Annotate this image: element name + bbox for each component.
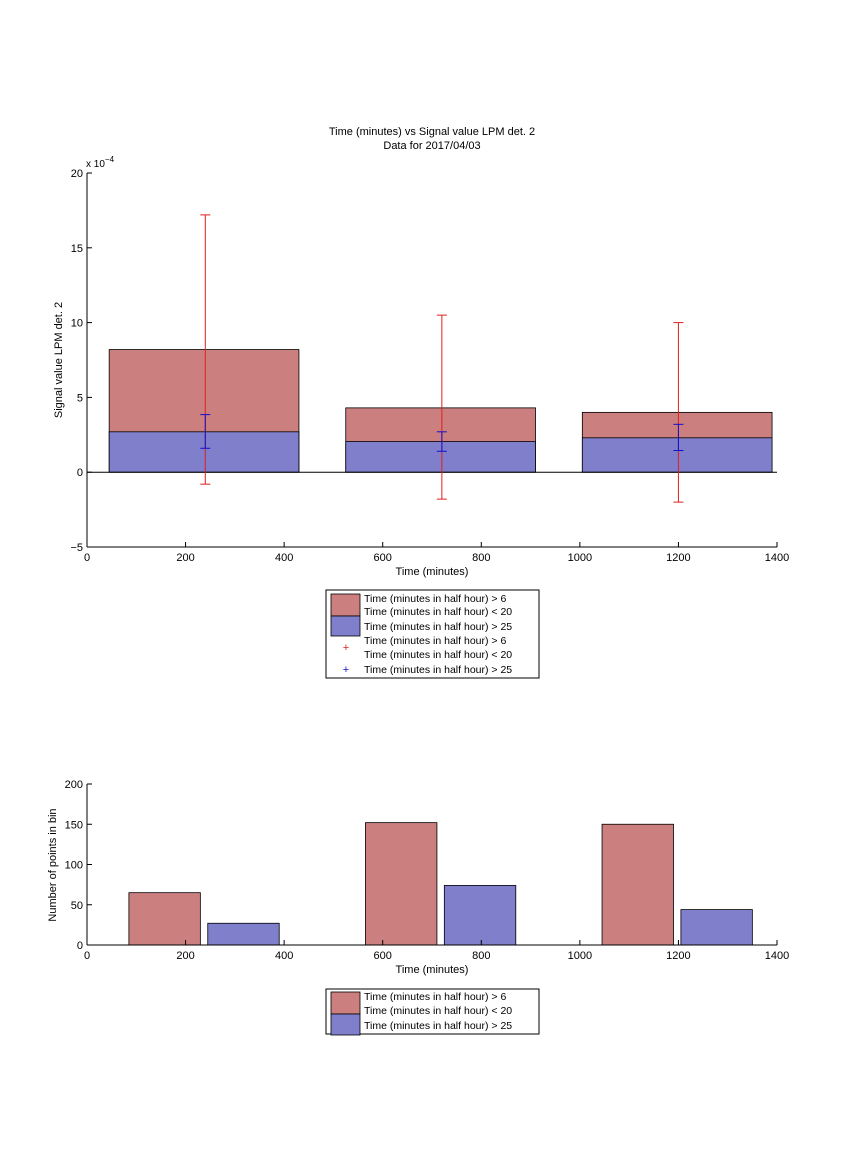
y-tick-label: −5 [70,542,83,554]
x-tick-label: 1400 [765,950,789,962]
count-bar-blue [680,909,753,946]
x-tick-label: 1000 [568,552,592,564]
x-tick-label: 1400 [765,552,789,564]
y-exponent-label: x 10−4 [86,155,115,170]
count-bar-red [601,823,674,946]
signal-chart: Time (minutes) vs Signal value LPM det. … [53,126,789,578]
x-tick-label: 0 [84,552,90,564]
legend-label: Time (minutes in half hour) > 6 [364,991,506,1003]
legend-label: Time (minutes in half hour) < 20 [364,649,512,661]
legend-label: Time (minutes in half hour) > 6 [364,593,506,605]
count-bar-blue [207,922,280,946]
x-tick-label: 200 [176,552,194,564]
signal-legend: Time (minutes in half hour) > 6 Time (mi… [325,589,540,679]
legend-swatch-blue [330,615,361,637]
x-tick-label: 1200 [666,950,690,962]
x-tick-label: 1000 [568,950,592,962]
y-tick-label: 0 [77,467,83,479]
y-tick-label: 200 [65,779,83,791]
legend-swatch-red [330,991,361,1015]
legend-box [325,988,540,1035]
legend-marker-blue: + [343,664,349,676]
legend-label: Time (minutes in half hour) > 6 [364,635,506,647]
count-legend: Time (minutes in half hour) > 6 Time (mi… [325,988,540,1036]
legend-label: Time (minutes in half hour) < 20 [364,606,512,618]
x-axis-label: Time (minutes) [396,964,469,976]
y-tick-label: 0 [77,940,83,952]
bar-blue [345,441,536,473]
x-tick-label: 800 [472,552,490,564]
count-bar-blue [443,885,517,946]
x-tick-label: 600 [374,552,392,564]
legend-marker-red: + [343,642,349,654]
legend-label: Time (minutes in half hour) > 25 [364,621,512,633]
x-tick-label: 200 [176,950,194,962]
count-bar-red [365,822,438,946]
count-chart: 0 200 400 600 800 1000 1200 1400 0 50 100 150 200 Ti… [47,779,789,976]
x-tick-label: 400 [275,552,293,564]
y-tick-label: 5 [77,392,83,404]
y-axis-label: Number of points in bin [47,808,59,921]
chart-subtitle: Data for 2017/04/03 [383,140,480,152]
x-axis-label: Time (minutes) [396,566,469,578]
legend-swatch-blue [330,1013,361,1036]
legend-label: Time (minutes in half hour) > 25 [364,1020,512,1032]
x-tick-label: 600 [374,950,392,962]
legend-label: Time (minutes in half hour) > 25 [364,664,512,676]
legend-box [325,589,540,679]
y-tick-label: 20 [71,168,83,180]
legend-label: Time (minutes in half hour) < 20 [364,1005,512,1017]
chart-title: Time (minutes) vs Signal value LPM det. … [329,126,535,138]
y-tick-label: 50 [71,900,83,912]
count-bar-red [128,892,201,946]
y-tick-label: 10 [71,318,83,330]
y-axis-label: Signal value LPM det. 2 [53,302,65,418]
y-tick-label: 100 [65,860,83,872]
legend-swatch-red [330,593,361,617]
bar-blue [108,431,300,473]
x-tick-label: 0 [84,950,90,962]
x-tick-label: 400 [275,950,293,962]
x-tick-label: 800 [472,950,490,962]
bar-blue [581,437,773,473]
y-tick-label: 150 [65,819,83,831]
x-tick-label: 1200 [666,552,690,564]
y-tick-label: 15 [71,243,83,255]
